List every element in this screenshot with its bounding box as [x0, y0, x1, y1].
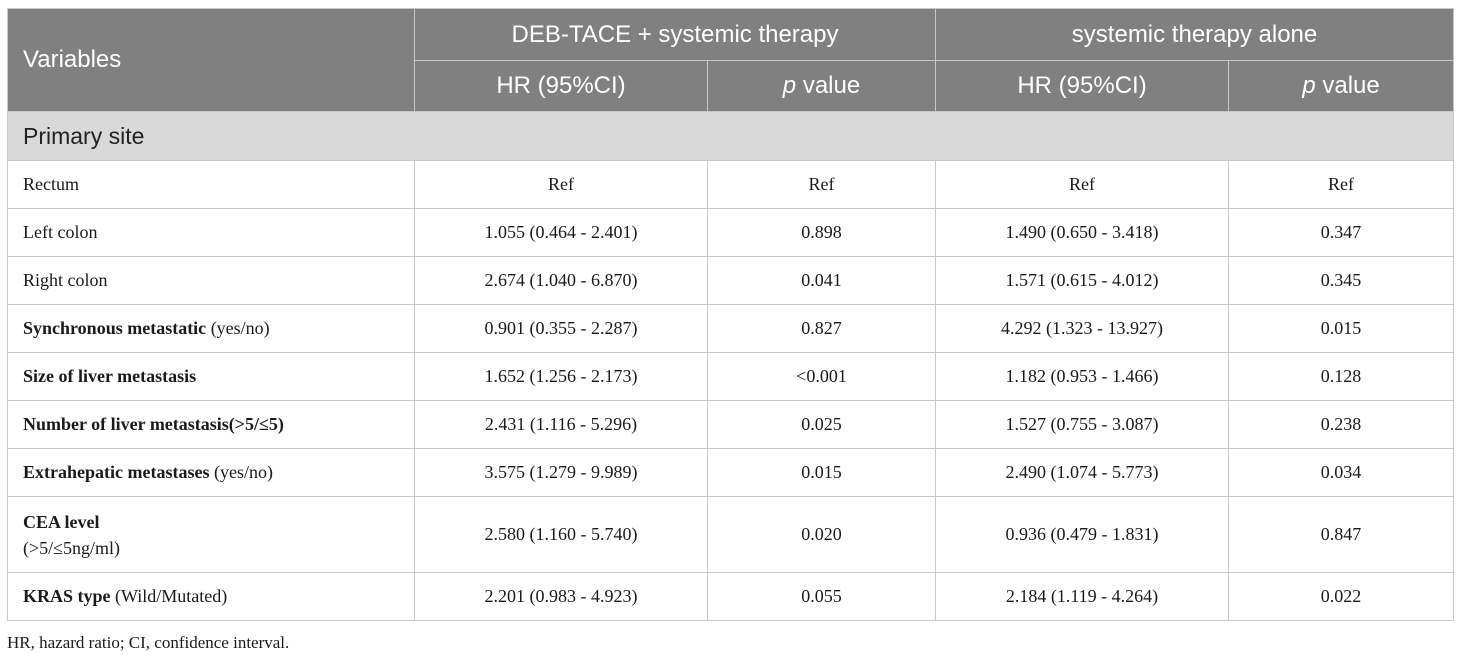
header-p-group1: p value	[706, 60, 937, 112]
table-row: Rectum Ref Ref Ref Ref	[7, 160, 1455, 209]
cell-p-group2: 0.015	[1228, 304, 1455, 353]
cell-p-group2: 0.128	[1228, 352, 1455, 401]
table-row: KRAS type (Wild/Mutated) 2.201 (0.983 - …	[7, 572, 1455, 621]
table-row: CEA level (>5/≤5ng/ml) 2.580 (1.160 - 5.7…	[7, 496, 1455, 573]
header-p-italic: p	[782, 72, 797, 99]
cell-hr-group2: 2.184 (1.119 - 4.264)	[935, 572, 1230, 621]
cell-hr-group1: 0.901 (0.355 - 2.287)	[414, 304, 708, 353]
cell-hr-group1: 3.575 (1.279 - 9.989)	[414, 448, 708, 497]
cell-p-group2: 0.238	[1228, 400, 1455, 449]
cell-hr-group2: 1.571 (0.615 - 4.012)	[935, 256, 1230, 305]
row-label: Right colon	[7, 256, 415, 305]
row-label-rest: (Wild/Mutated)	[110, 586, 228, 606]
cell-p-group1: 0.041	[706, 256, 937, 305]
section-row-primary-site: Primary site	[6, 111, 1455, 161]
row-label-bold: KRAS type	[23, 586, 111, 606]
cell-p-group2: 0.347	[1228, 208, 1455, 257]
row-label: Size of liver metastasis	[7, 352, 415, 401]
row-label-bold: CEA level	[23, 511, 100, 532]
cell-p-group1: 0.025	[706, 400, 937, 449]
cell-hr-group1: Ref	[414, 160, 708, 209]
header-group-systemic-alone: systemic therapy alone	[935, 8, 1455, 61]
table-row: Synchronous metastatic (yes/no) 0.901 (0…	[7, 304, 1455, 353]
cell-p-group2: Ref	[1228, 160, 1455, 209]
cell-p-group2: 0.022	[1228, 572, 1455, 621]
cell-p-group2: 0.034	[1228, 448, 1455, 497]
header-variables: Variables	[7, 8, 415, 112]
row-label: Extrahepatic metastases (yes/no)	[7, 448, 415, 497]
table-row: Left colon 1.055 (0.464 - 2.401) 0.898 1…	[7, 208, 1455, 257]
header-p-italic: p	[1302, 72, 1316, 99]
header-row-groups: Variables DEB-TACE + systemic therapy sy…	[7, 8, 1455, 112]
cell-hr-group2: 2.490 (1.074 - 5.773)	[935, 448, 1230, 497]
cell-hr-group2: 4.292 (1.323 - 13.927)	[935, 304, 1230, 353]
header-group-deb-tace: DEB-TACE + systemic therapy	[413, 8, 937, 61]
cell-p-group1: 0.827	[706, 304, 937, 353]
table-footnote: HR, hazard ratio; CI, confidence interva…	[7, 633, 290, 652]
cell-hr-group2: Ref	[935, 160, 1230, 209]
cell-p-group1: Ref	[706, 160, 937, 209]
cell-p-group1: 0.015	[706, 448, 937, 497]
cell-p-group2: 0.345	[1228, 256, 1455, 305]
cell-hr-group2: 0.936 (0.479 - 1.831)	[935, 496, 1230, 573]
row-label-bold: Synchronous metastatic	[23, 318, 207, 338]
header-hr-group1: HR (95%CI)	[414, 60, 708, 112]
cell-p-group2: 0.847	[1228, 496, 1455, 573]
cell-hr-group1: 2.431 (1.116 - 5.296)	[414, 400, 708, 449]
cell-hr-group1: 2.674 (1.040 - 6.870)	[414, 256, 708, 305]
cell-hr-group1: 1.652 (1.256 - 2.173)	[414, 352, 708, 401]
header-p-rest: value	[1315, 72, 1380, 99]
header-p-rest: value	[796, 72, 861, 99]
row-label: Number of liver metastasis(>5/≤5)	[7, 400, 415, 449]
header-hr-group2: HR (95%CI)	[935, 60, 1230, 112]
row-label: Synchronous metastatic (yes/no)	[7, 304, 415, 353]
row-label-line2: (>5/≤5ng/ml)	[23, 537, 121, 558]
row-label: CEA level (>5/≤5ng/ml)	[7, 496, 415, 573]
cell-hr-group2: 1.490 (0.650 - 3.418)	[935, 208, 1230, 257]
cell-p-group1: 0.898	[706, 208, 937, 257]
cell-hr-group1: 2.201 (0.983 - 4.923)	[414, 572, 708, 621]
cell-hr-group2: 1.527 (0.755 - 3.087)	[935, 400, 1230, 449]
cell-hr-group2: 1.182 (0.953 - 1.466)	[935, 352, 1230, 401]
row-label: KRAS type (Wild/Mutated)	[7, 572, 415, 621]
cell-p-group1: 0.020	[706, 496, 937, 573]
row-label-rest: (yes/no)	[209, 462, 273, 482]
cell-p-group1: <0.001	[706, 352, 937, 401]
row-label-rest: (yes/no)	[206, 318, 270, 338]
row-label-bold: Extrahepatic metastases	[23, 462, 210, 482]
table-row: Extrahepatic metastases (yes/no) 3.575 (…	[7, 448, 1455, 497]
row-label: Rectum	[7, 160, 415, 209]
cell-hr-group1: 2.580 (1.160 - 5.740)	[414, 496, 708, 573]
row-label-bold: Number of liver metastasis(>5/≤5)	[23, 414, 284, 434]
row-label-bold: Size of liver metastasis	[23, 366, 197, 386]
cell-p-group1: 0.055	[706, 572, 937, 621]
hazard-ratio-table: Variables DEB-TACE + systemic therapy sy…	[6, 8, 1455, 621]
table-row: Right colon 2.674 (1.040 - 6.870) 0.041 …	[7, 256, 1455, 305]
row-label: Left colon	[7, 208, 415, 257]
cell-hr-group1: 1.055 (0.464 - 2.401)	[414, 208, 708, 257]
header-row-metrics: HR (95%CI) p value HR (95%CI) p value	[8, 60, 1455, 112]
header-p-group2: p value	[1228, 60, 1455, 112]
section-label: Primary site	[6, 111, 1455, 161]
table-row: Number of liver metastasis(>5/≤5) 2.431 …	[7, 400, 1455, 449]
table-row: Size of liver metastasis 1.652 (1.256 - …	[7, 352, 1455, 401]
